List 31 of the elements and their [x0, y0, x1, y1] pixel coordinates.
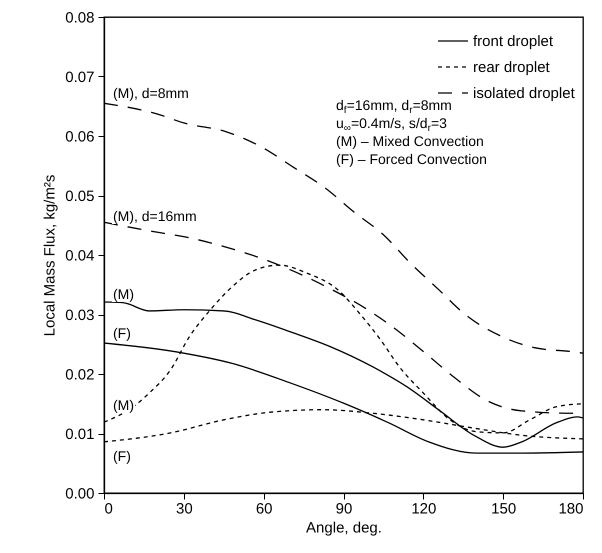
- annotation: (M): [112, 286, 135, 302]
- x-tick-label: 150: [491, 500, 516, 518]
- y-tick-label: 0.07: [65, 69, 94, 86]
- legend-label: rear droplet: [473, 59, 551, 76]
- y-tick-label: 0.00: [65, 486, 94, 502]
- annotation: (M), d=16mm: [112, 208, 198, 224]
- annotation: u$_{∞}$=0.4m/s, s/d$_{r}$=3: [336, 114, 448, 134]
- y-tick-label: 0.08: [65, 10, 94, 26]
- y-tick-label: 0.01: [65, 426, 94, 443]
- annotation: (M), d=8mm: [112, 85, 190, 101]
- x-tick-label: 120: [411, 500, 436, 518]
- y-tick-label: 0.04: [65, 248, 94, 264]
- x-tick-label: 90: [336, 500, 352, 518]
- y-tick-label: 0.05: [65, 188, 94, 205]
- annotation: (F): [112, 448, 132, 464]
- x-tick-label: 180: [558, 500, 584, 518]
- y-axis-title: Local Mass Flux, kg/m²s: [41, 174, 58, 336]
- annotation: d$_{f}$=16mm, d$_{r}$=8mm: [336, 97, 452, 116]
- annotation: (F): [112, 325, 132, 341]
- x-tick-label: 60: [256, 500, 273, 518]
- legend-label: front droplet: [473, 33, 554, 50]
- x-tick-label: 0: [104, 500, 113, 518]
- annotation: (M) – Mixed Convection: [336, 132, 485, 150]
- x-tick-label: 30: [176, 500, 193, 518]
- legend-label: isolated droplet: [473, 85, 576, 102]
- x-axis-title: Angle, deg.: [306, 520, 382, 536]
- y-tick-label: 0.02: [65, 366, 94, 384]
- y-tick-label: 0.06: [65, 128, 94, 146]
- annotation: (M): [112, 397, 135, 413]
- annotation: (F) – Forced Convection: [336, 150, 487, 168]
- y-tick-label: 0.03: [65, 307, 94, 324]
